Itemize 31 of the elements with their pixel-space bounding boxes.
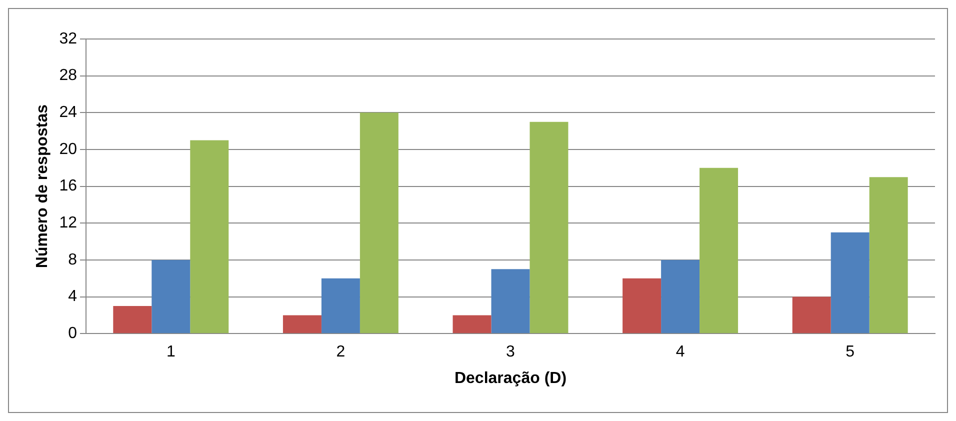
bar xyxy=(700,168,738,334)
y-axis-title: Número de respostas xyxy=(34,104,52,268)
bar xyxy=(622,278,662,334)
bar xyxy=(360,112,398,334)
bar xyxy=(190,140,229,334)
y-tick-label: 20 xyxy=(59,140,78,158)
y-tick-label: 12 xyxy=(59,214,78,232)
bar xyxy=(830,232,870,334)
x-tick-label: 5 xyxy=(846,344,855,361)
bar xyxy=(530,122,568,334)
bar xyxy=(452,315,492,334)
y-tick-label: 24 xyxy=(59,104,78,122)
y-tick-label: 8 xyxy=(68,251,78,268)
bar xyxy=(661,260,700,334)
bar xyxy=(321,278,360,334)
x-tick-label: 3 xyxy=(506,344,516,361)
bar xyxy=(282,315,322,334)
y-tick-label: 28 xyxy=(59,67,78,84)
bar xyxy=(113,306,152,334)
x-axis-title: Declaração (D) xyxy=(454,370,567,387)
y-tick-label: 4 xyxy=(68,288,78,306)
bar xyxy=(152,260,190,334)
x-tick-label: 2 xyxy=(336,344,346,361)
y-tick-label: 0 xyxy=(68,325,78,342)
y-tick-label: 32 xyxy=(59,30,78,48)
bar xyxy=(491,269,530,334)
bar xyxy=(869,177,908,334)
y-tick-label: 16 xyxy=(59,178,78,195)
x-tick-label: 4 xyxy=(676,344,685,361)
x-tick-label: 1 xyxy=(166,344,176,361)
bar xyxy=(792,296,831,334)
